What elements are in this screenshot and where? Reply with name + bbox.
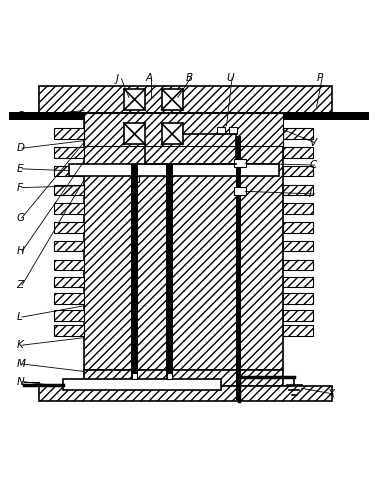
Text: I: I [309, 189, 312, 199]
Text: H: H [16, 247, 24, 256]
Text: L: L [16, 312, 22, 322]
Bar [54, 276, 84, 287]
Bar [9, 112, 369, 120]
Text: Z: Z [16, 280, 23, 290]
Bar [54, 128, 84, 139]
Text: G: G [16, 213, 25, 223]
Bar [133, 176, 139, 182]
Text: A: A [146, 73, 153, 83]
Bar [124, 123, 145, 144]
Bar [131, 164, 138, 385]
Bar [217, 127, 225, 134]
Text: K: K [16, 340, 23, 350]
Bar [124, 89, 145, 110]
Bar [283, 222, 313, 233]
Bar [54, 310, 84, 321]
Bar [54, 241, 84, 251]
Text: J: J [116, 74, 119, 84]
Text: V: V [309, 138, 316, 148]
Bar [54, 259, 84, 270]
Bar [229, 127, 237, 134]
Bar [283, 147, 313, 158]
Bar [84, 370, 283, 386]
Text: U: U [226, 73, 234, 83]
Bar [167, 373, 172, 379]
Bar [54, 293, 84, 304]
Bar [84, 113, 283, 370]
Text: P: P [317, 73, 323, 83]
Bar [283, 310, 313, 321]
Bar [54, 325, 84, 336]
Bar [54, 222, 84, 233]
Bar [54, 204, 84, 214]
Text: E: E [16, 164, 23, 174]
Text: F: F [16, 183, 22, 193]
Bar [283, 241, 313, 251]
Text: D: D [16, 143, 25, 153]
Bar [162, 89, 183, 110]
Bar [283, 204, 313, 214]
Bar [236, 136, 241, 400]
Bar [283, 293, 313, 304]
Bar [54, 166, 84, 176]
Bar [132, 373, 137, 379]
Bar [69, 164, 279, 176]
Text: O: O [16, 111, 25, 121]
Bar [283, 185, 313, 195]
Text: C: C [309, 160, 316, 170]
Bar [39, 386, 332, 402]
Bar [283, 166, 313, 176]
Bar [63, 379, 221, 390]
Text: M: M [16, 359, 25, 369]
Bar [283, 325, 313, 336]
Bar [39, 86, 332, 113]
Bar [54, 185, 84, 195]
Text: X: X [328, 389, 335, 399]
Bar [84, 113, 283, 146]
Bar [283, 276, 313, 287]
Bar [54, 147, 84, 158]
Bar [234, 187, 246, 195]
Bar [283, 128, 313, 139]
Text: N: N [16, 377, 24, 387]
Bar [283, 259, 313, 270]
Bar [234, 159, 246, 167]
Bar [166, 164, 173, 385]
Text: B: B [185, 73, 192, 83]
Bar [162, 123, 183, 144]
